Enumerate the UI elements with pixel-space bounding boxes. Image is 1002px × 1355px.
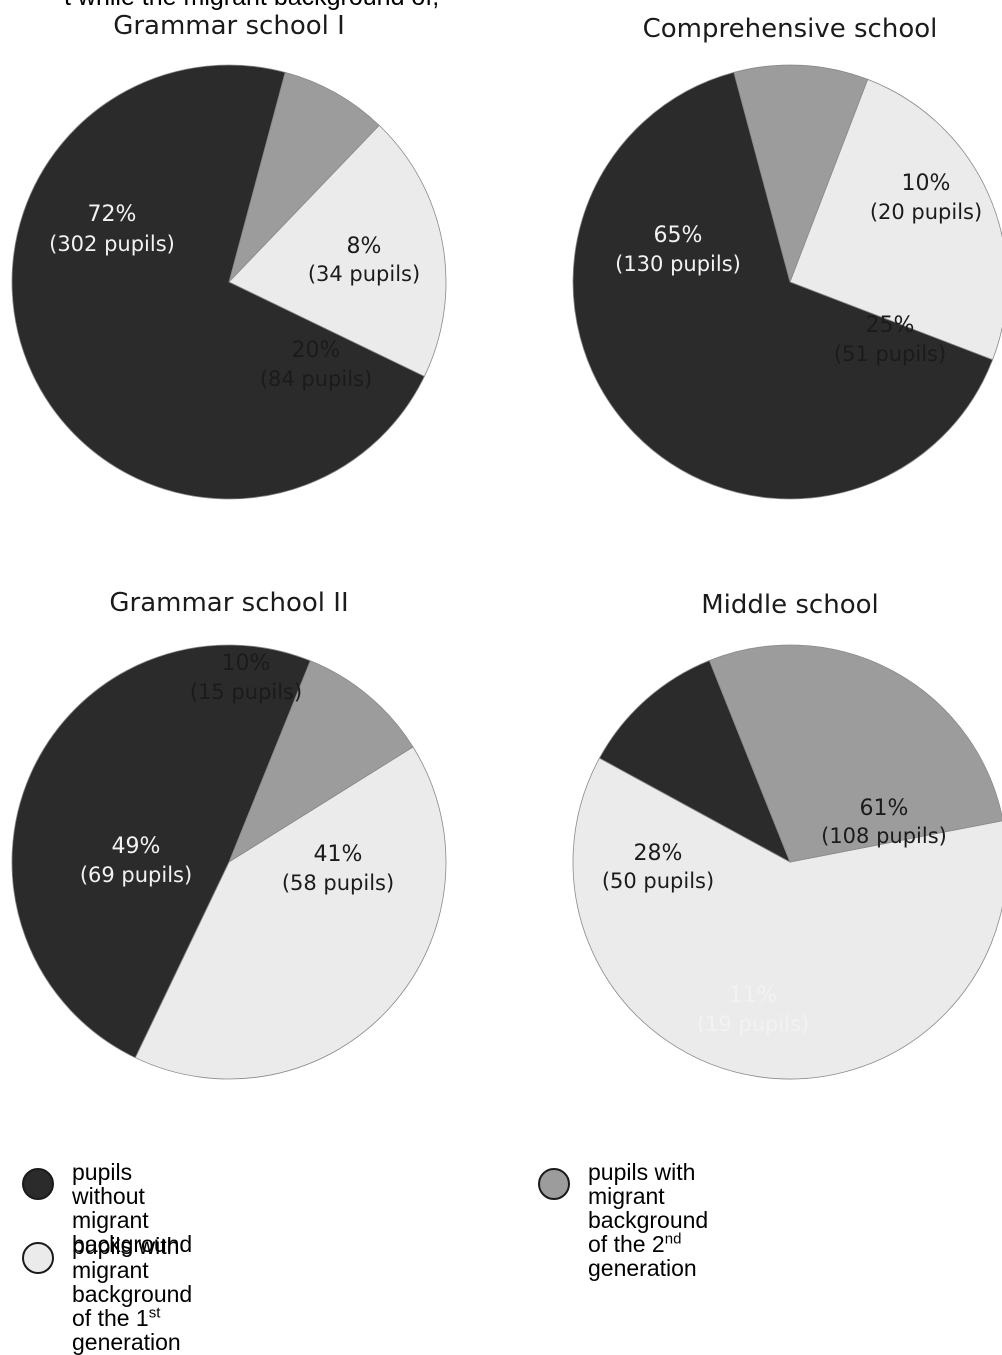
- slice-count-label: (20 pupils): [870, 200, 982, 224]
- slice-percent-label: 11%: [729, 983, 778, 1008]
- legend-swatch-without: [22, 1168, 54, 1200]
- slice-percent-label: 72%: [88, 202, 137, 227]
- slice-count-label: (69 pupils): [80, 863, 192, 887]
- slice-percent-label: 65%: [654, 223, 703, 248]
- legend-swatch-first-gen: [22, 1242, 54, 1274]
- pie-chart-comprehensive-school: Comprehensive school 10% (20 pupils) 25% (51…: [572, 14, 1002, 500]
- chart-title: Grammar school II: [109, 588, 348, 618]
- legend-label-without-line2: migrant background: [72, 1207, 193, 1257]
- pie-slice-first-gen: [789, 78, 1002, 361]
- slice-count-label: (50 pupils): [602, 869, 714, 893]
- chart-title: Grammar school I: [113, 11, 345, 41]
- slice-percent-label: 25%: [866, 313, 915, 338]
- pie-slice-without: [11, 64, 425, 500]
- slice-count-label: (302 pupils): [49, 232, 175, 256]
- legend-label-second-gen-line2: of the 2nd generation: [588, 1230, 697, 1281]
- legend-item-first-gen: pupils with migrant background of the 1s…: [22, 1234, 192, 1354]
- slice-count-label: (108 pupils): [821, 824, 947, 848]
- slice-count-label: (51 pupils): [834, 342, 946, 366]
- slice-percent-label: 8%: [347, 234, 382, 259]
- slice-count-label: (15 pupils): [190, 680, 302, 704]
- slice-percent-label: 20%: [292, 338, 341, 363]
- pie-slice-second-gen: [733, 64, 869, 284]
- slice-count-label: (58 pupils): [282, 871, 394, 895]
- legend-label-first-gen-line2: of the 1st generation: [72, 1304, 181, 1355]
- pie-slice-second-gen: [228, 71, 380, 283]
- slice-count-label: (130 pupils): [615, 252, 741, 276]
- legend-label-without-line1: pupils without: [72, 1159, 145, 1209]
- slice-count-label: (19 pupils): [697, 1012, 809, 1036]
- slice-percent-label: 41%: [314, 842, 363, 867]
- chart-title: Comprehensive school: [643, 14, 938, 44]
- legend-label-second-gen-line1: pupils with migrant background: [588, 1159, 709, 1233]
- pie-slice-second-gen: [708, 644, 1002, 863]
- slice-count-label: (34 pupils): [308, 262, 420, 286]
- pie-chart-middle-school: Middle school 61% (108 pupils) 11% (19 pupil…: [572, 590, 1002, 1080]
- legend-label-first-gen-line1: pupils with migrant background: [72, 1233, 193, 1307]
- legend-item-without: pupils without migrant background: [22, 1160, 192, 1256]
- slice-percent-label: 28%: [634, 841, 683, 866]
- clipped-header-text: t while the migrant background of,: [0, 0, 1002, 12]
- pie-slice-first-gen: [572, 757, 1002, 1080]
- pie-charts: Grammar school I 8% (34 pupils) 20% (84 pupi…: [11, 11, 1002, 1080]
- slice-percent-label: 61%: [860, 796, 909, 821]
- pie-chart-grammar-school-ii: Grammar school II 10% (15 pupils) 41% (58 pu…: [11, 588, 447, 1080]
- slice-percent-label: 49%: [112, 834, 161, 859]
- pie-slice-without: [572, 71, 994, 500]
- pie-slice-second-gen: [228, 660, 414, 863]
- legend-swatch-second-gen: [538, 1168, 570, 1200]
- pie-slice-without: [11, 644, 311, 1059]
- chart-title: Middle school: [701, 590, 879, 620]
- pie-chart-grammar-school-i: Grammar school I 8% (34 pupils) 20% (84 pupi…: [11, 11, 447, 500]
- slice-percent-label: 10%: [222, 651, 271, 676]
- pie-slice-first-gen: [134, 746, 447, 1080]
- slice-count-label: (84 pupils): [260, 367, 372, 391]
- legend-item-second-gen: pupils with migrant background of the 2n…: [538, 1160, 708, 1280]
- pie-slice-without: [598, 659, 791, 863]
- slice-percent-label: 10%: [902, 171, 951, 196]
- pie-slice-first-gen: [228, 124, 447, 377]
